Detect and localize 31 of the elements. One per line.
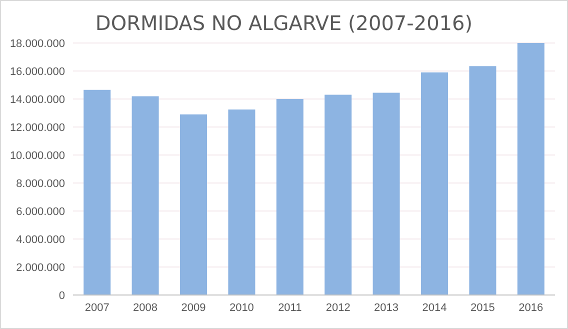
x-tick-label: 2014	[422, 302, 447, 314]
y-tick-label: 12.000.000	[10, 122, 65, 134]
bar	[372, 92, 400, 295]
x-tick-label: 2007	[84, 302, 110, 314]
x-tick-label: 2010	[229, 302, 254, 314]
x-tick-label: 2008	[133, 302, 158, 314]
y-tick-label: 4.000.000	[16, 234, 65, 246]
bar	[421, 72, 448, 295]
x-tick-label: 2012	[326, 302, 350, 314]
x-tick-label: 2011	[278, 302, 302, 314]
bar	[517, 43, 544, 295]
y-tick-label: 0	[58, 290, 65, 302]
x-tick-label: 2013	[374, 302, 399, 314]
x-tick-label: 2009	[181, 302, 206, 314]
x-tick-label: 2016	[518, 302, 544, 314]
bar	[324, 94, 352, 295]
bar	[228, 110, 256, 295]
bar	[180, 114, 208, 295]
bar	[469, 66, 496, 295]
y-tick-label: 8.000.000	[16, 178, 65, 190]
bar	[132, 96, 159, 295]
bar	[276, 99, 304, 295]
x-tick-label: 2015	[470, 302, 495, 314]
bar	[84, 90, 111, 295]
y-tick-label: 2.000.000	[16, 262, 65, 274]
chart-title: DORMIDAS NO ALGARVE (2007-2016)	[94, 11, 474, 35]
y-tick-label: 10.000.000	[10, 150, 65, 162]
y-tick-label: 16.000.000	[10, 66, 65, 78]
y-tick-label: 14.000.000	[10, 94, 65, 106]
y-tick-label: 18.000.000	[10, 38, 65, 50]
y-tick-label: 6.000.000	[16, 206, 65, 218]
